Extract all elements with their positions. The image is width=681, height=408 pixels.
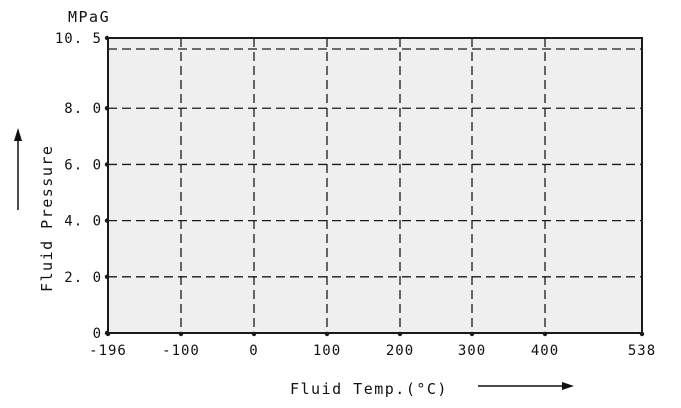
x-tick-mark: [542, 331, 548, 337]
x-tick-label: 0: [249, 343, 258, 359]
y-tick-label: 2. 0: [64, 270, 102, 286]
x-tick-mark: [105, 331, 111, 337]
plot-frame: [107, 37, 643, 334]
x-tick-label: 200: [386, 343, 414, 359]
y-tick-label: 6. 0: [64, 157, 102, 173]
y-axis-unit: MPaG: [68, 8, 110, 26]
operating-region: [108, 38, 642, 333]
x-tick-mark: [469, 331, 475, 337]
y-tick-mark: [104, 35, 110, 41]
x-tick-label: 100: [313, 343, 341, 359]
x-tick-label: 400: [531, 343, 559, 359]
y-tick-mark: [104, 218, 110, 223]
y-tick-label: 0: [93, 326, 102, 342]
y-tick-mark: [104, 274, 110, 280]
x-tick-label: -100: [162, 343, 200, 359]
x-tick-mark: [639, 331, 645, 337]
y-tick-mark: [104, 106, 110, 111]
x-tick-label: 300: [458, 343, 486, 359]
y-tick-label: 4. 0: [64, 214, 102, 230]
x-axis-arrowhead: [562, 382, 574, 390]
x-axis-title: Fluid Temp.(°C): [290, 380, 448, 398]
y-axis-arrowhead: [14, 128, 22, 141]
plot-group: 0 2. 0 4. 0 6. 0 8. 0 10. 5 -196 -100 0 100 200 300…: [55, 31, 656, 359]
x-tick-label: -196: [89, 343, 127, 359]
y-tick-label: 8. 0: [64, 101, 102, 117]
y-axis-title: Fluid Pressure: [38, 145, 56, 292]
y-tick-label: 10. 5: [55, 31, 102, 47]
x-tick-label: 538: [628, 343, 656, 359]
x-tick-mark: [178, 331, 184, 337]
y-tick-mark: [104, 162, 110, 167]
x-tick-mark: [251, 331, 257, 337]
x-tick-mark: [397, 331, 403, 337]
x-tick-mark: [324, 331, 330, 337]
